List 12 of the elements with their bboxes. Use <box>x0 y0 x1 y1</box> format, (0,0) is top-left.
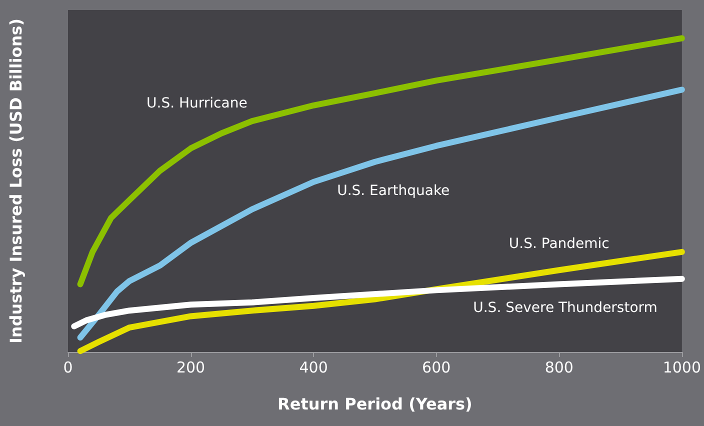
x-tick-label: 1000 <box>662 358 702 376</box>
x-axis-title: Return Period (Years) <box>278 394 472 414</box>
y-axis-title: Industry Insured Loss (USD Billions) <box>6 18 26 344</box>
x-tick-label: 0 <box>63 358 73 376</box>
x-tick-label: 200 <box>176 358 206 376</box>
x-tick-label: 400 <box>299 358 328 376</box>
x-tick-label: 600 <box>422 358 451 376</box>
series-label: U.S. Hurricane <box>146 95 248 112</box>
series-label: U.S. Earthquake <box>337 183 450 200</box>
x-tick-label: 800 <box>544 358 574 376</box>
series-label: U.S. Pandemic <box>508 236 610 252</box>
series-label: U.S. Severe Thunderstorm <box>473 300 658 316</box>
